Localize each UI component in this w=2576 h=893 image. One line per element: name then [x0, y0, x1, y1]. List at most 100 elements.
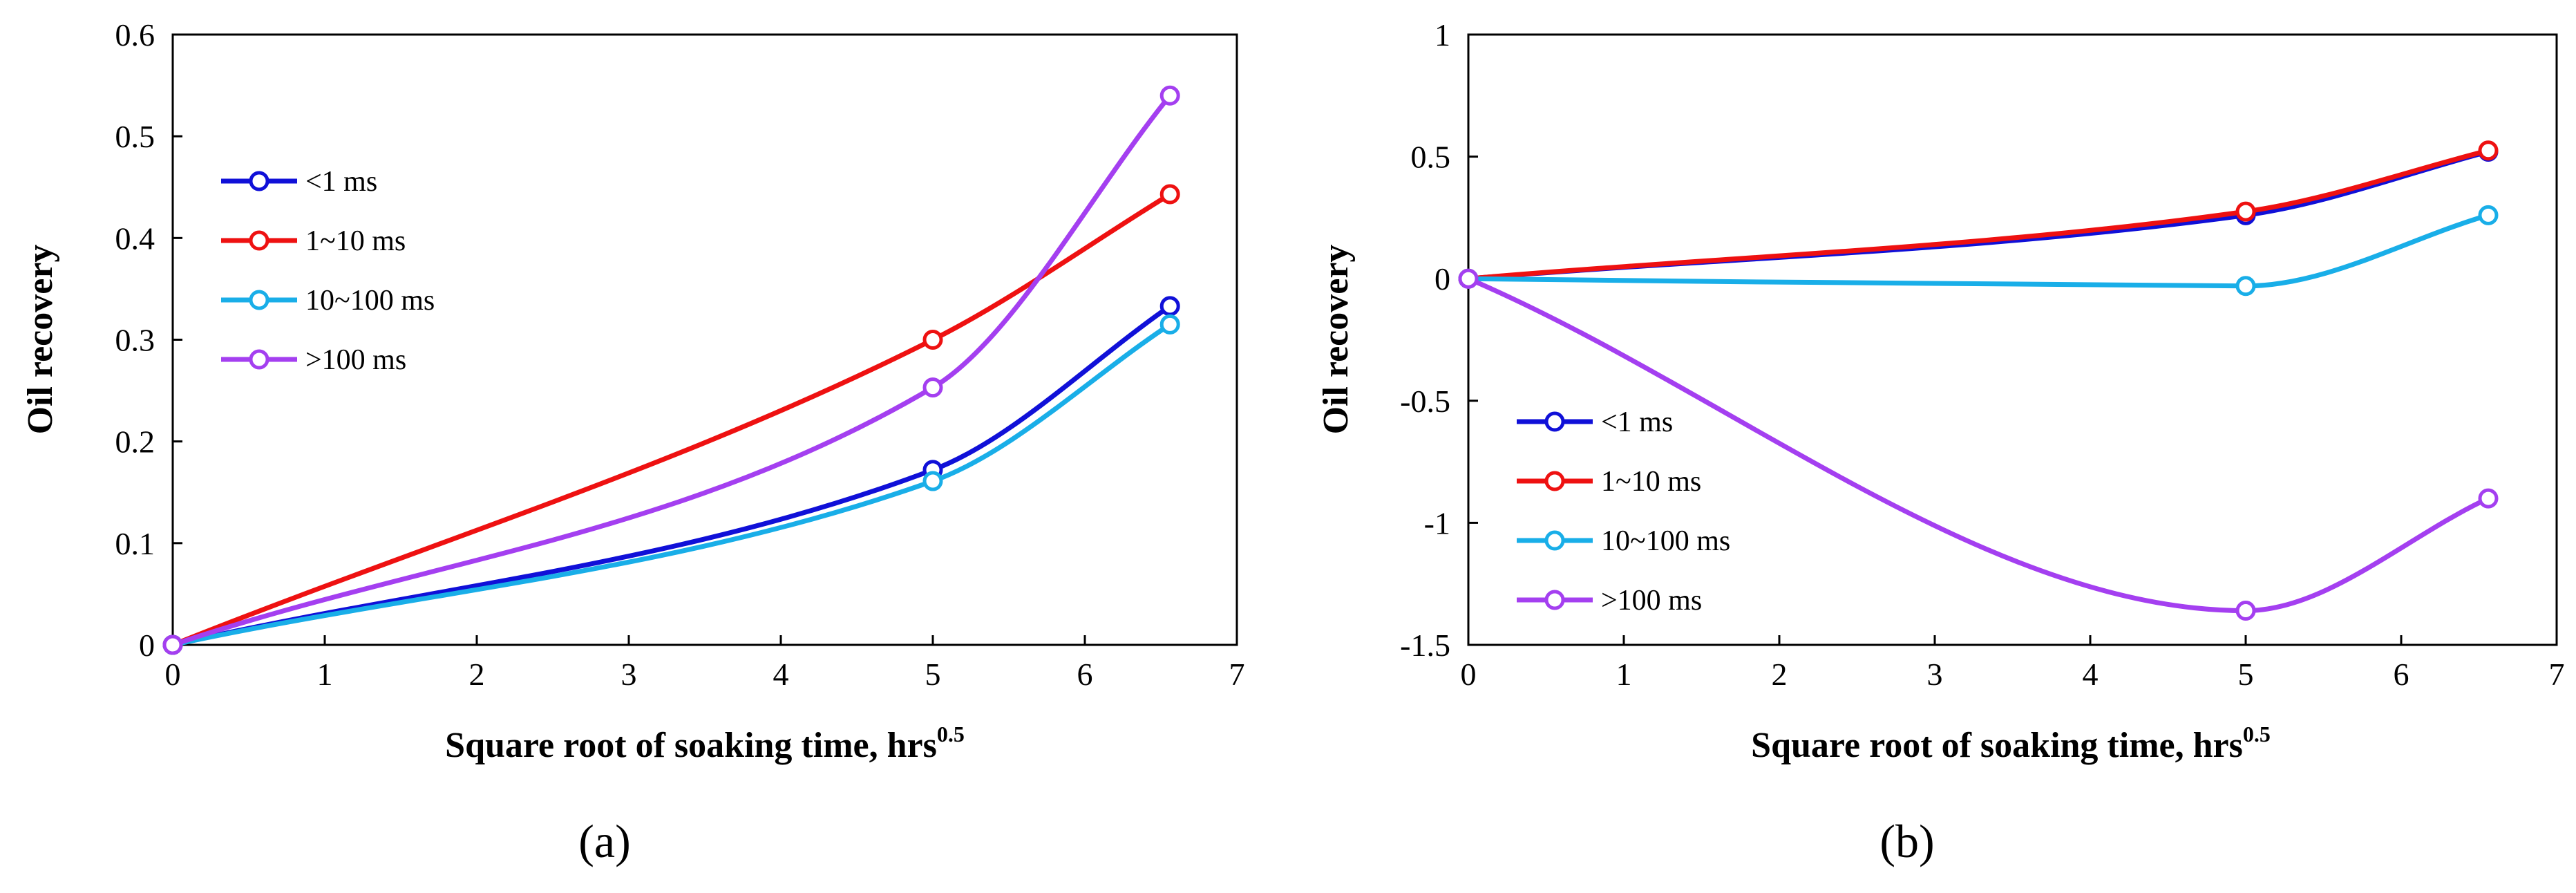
legend-item: 10~100 ms	[221, 285, 435, 317]
x-tick-label: 4	[773, 657, 789, 692]
y-tick-label: 0	[1434, 261, 1450, 297]
legend-label: 10~100 ms	[1601, 525, 1730, 557]
legend-marker	[1544, 471, 1565, 491]
chart-panel-b: -1.5 -1 -0.5 0 0.5 1 0 1 2 3 4 5 6 7 <1 ms 1~10 ms 10~…	[1316, 17, 2565, 867]
data-point	[922, 330, 943, 350]
data-point	[2235, 601, 2256, 621]
panel-label-a: (a)	[578, 815, 630, 867]
y-tick-label: 0	[139, 628, 155, 663]
series-group-a	[162, 85, 1180, 655]
series-line	[1466, 276, 2491, 614]
x-axis-title-a-superscript: 0.5	[937, 722, 965, 746]
series-a-100-ms	[162, 85, 1180, 655]
y-tick-label: -0.5	[1400, 384, 1450, 419]
series-b-100-ms	[1458, 268, 2499, 621]
series-group-b	[1458, 140, 2499, 621]
series-b-10-100-ms	[1458, 205, 2499, 297]
x-tick-label: 5	[925, 657, 941, 692]
x-tick-label: 0	[1461, 657, 1477, 692]
data-point	[922, 471, 943, 491]
x-tick-label: 2	[469, 657, 485, 692]
data-point	[162, 634, 183, 655]
x-tick-label: 3	[621, 657, 637, 692]
x-axis-title-b: Square root of soaking time, hrs0.5	[1751, 722, 2271, 765]
series-line	[1466, 212, 2491, 289]
x-axis-b: 0 1 2 3 4 5 6 7	[1461, 635, 2565, 692]
legend-marker	[249, 349, 269, 370]
y-tick-label: 0.3	[115, 323, 155, 358]
data-point	[2478, 205, 2499, 225]
data-point	[1159, 296, 1180, 317]
y-tick-label: 0.2	[115, 424, 155, 460]
series-line	[170, 303, 1173, 648]
data-point	[2235, 201, 2256, 222]
y-tick-label: 1	[1434, 17, 1450, 53]
data-point	[1159, 85, 1180, 106]
legend-item: 1~10 ms	[221, 225, 406, 257]
panel-label-b: (b)	[1879, 815, 1934, 867]
legend-b: <1 ms 1~10 ms 10~100 ms >100 ms	[1517, 406, 1730, 617]
legend-label: 1~10 ms	[305, 225, 406, 257]
x-axis-a: 0 1 2 3 4 5 6 7	[165, 635, 1245, 692]
legend-marker	[249, 230, 269, 251]
x-tick-label: 6	[1077, 657, 1093, 692]
series-line	[170, 321, 1173, 648]
series-line	[170, 191, 1173, 648]
legend-marker	[249, 290, 269, 310]
y-axis-title-b: Oil recovery	[1316, 245, 1356, 435]
legend-label: <1 ms	[305, 166, 377, 198]
x-tick-label: 4	[2083, 657, 2099, 692]
x-axis-title-b-superscript: 0.5	[2243, 722, 2271, 746]
data-point	[2235, 276, 2256, 297]
chart-panel-a: 0 0.1 0.2 0.3 0.4 0.5 0.6 0 1 2 3 4 5 6 7 <1 ms 1~10 m…	[21, 17, 1245, 867]
x-axis-title-b-text: Square root of soaking time, hrs	[1751, 726, 2243, 765]
y-tick-label: 0.6	[115, 17, 155, 53]
y-tick-label: 0.4	[115, 220, 155, 256]
data-point	[2478, 488, 2499, 509]
x-tick-label: 1	[317, 657, 333, 692]
y-axis-title-a: Oil recovery	[21, 245, 60, 435]
x-tick-label: 3	[1927, 657, 1943, 692]
legend-marker	[1544, 530, 1565, 551]
x-tick-label: 1	[1616, 657, 1632, 692]
legend-item: <1 ms	[221, 166, 377, 198]
x-tick-label: 2	[1772, 657, 1788, 692]
data-point	[1159, 314, 1180, 335]
data-point	[1458, 268, 1479, 289]
legend-marker	[249, 171, 269, 191]
data-point	[2478, 140, 2499, 161]
legend-marker	[1544, 411, 1565, 432]
data-point	[922, 377, 943, 398]
series-line	[1466, 149, 2491, 281]
series-b-1-10-ms	[1458, 140, 2499, 289]
legend-a: <1 ms 1~10 ms 10~100 ms >100 ms	[221, 166, 435, 376]
x-tick-label: 5	[2238, 657, 2254, 692]
series-line	[170, 93, 1173, 648]
y-tick-label: -1	[1424, 505, 1450, 540]
legend-item: <1 ms	[1517, 406, 1673, 438]
legend-label: <1 ms	[1601, 406, 1673, 438]
data-point	[1159, 184, 1180, 205]
x-tick-label: 7	[1229, 657, 1245, 692]
legend-item: 1~10 ms	[1517, 466, 1701, 498]
y-tick-label: 0.1	[115, 526, 155, 561]
legend-label: 1~10 ms	[1601, 466, 1701, 498]
legend-item: 10~100 ms	[1517, 525, 1730, 557]
legend-label: >100 ms	[305, 344, 406, 376]
legend-label: 10~100 ms	[305, 285, 435, 317]
y-axis-a: 0 0.1 0.2 0.3 0.4 0.5 0.6	[115, 17, 182, 663]
plot-area-a	[171, 33, 1238, 646]
legend-item: >100 ms	[221, 344, 406, 376]
y-tick-label: -1.5	[1400, 628, 1450, 663]
series-line	[1466, 148, 2491, 281]
plot-area-b	[1467, 33, 2558, 646]
x-tick-label: 0	[165, 657, 181, 692]
x-tick-label: 6	[2394, 657, 2409, 692]
x-tick-label: 7	[2549, 657, 2565, 692]
legend-marker	[1544, 590, 1565, 610]
x-axis-title-a: Square root of soaking time, hrs0.5	[445, 722, 965, 765]
y-tick-label: 0.5	[1411, 140, 1451, 175]
y-axis-b: -1.5 -1 -0.5 0 0.5 1	[1400, 17, 1478, 663]
legend-item: >100 ms	[1517, 585, 1702, 617]
